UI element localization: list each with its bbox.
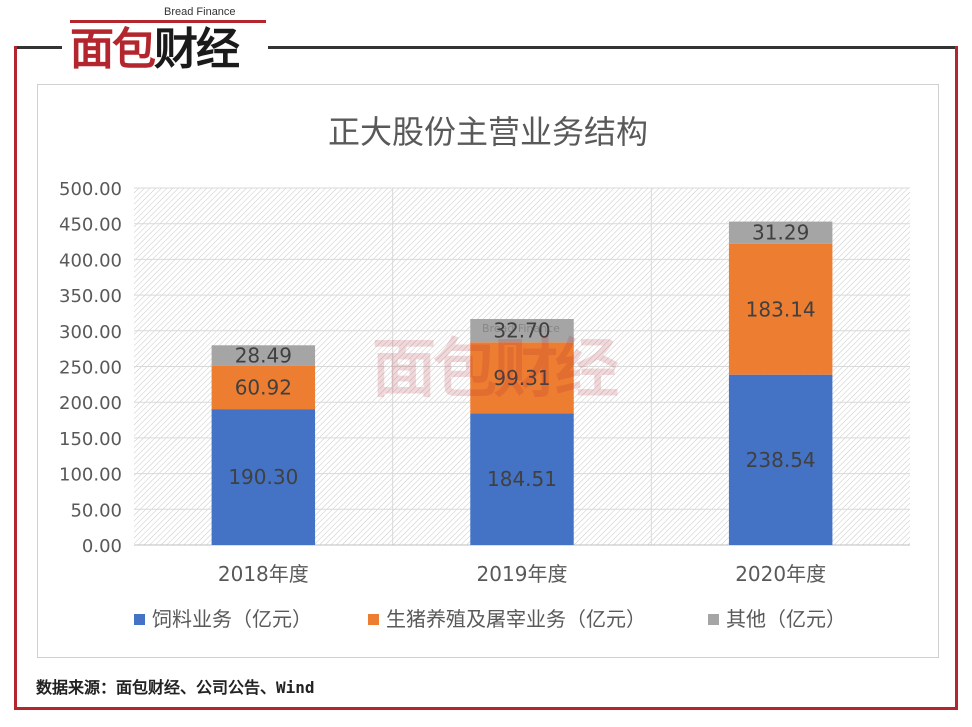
logo-text-part1: 面包 bbox=[70, 24, 156, 75]
bar-segment bbox=[470, 342, 574, 414]
bar-segment bbox=[728, 221, 833, 244]
y-tick-label: 50.00 bbox=[70, 500, 122, 521]
y-tick-label: 500.00 bbox=[59, 179, 122, 200]
chart-title: 正大股份主营业务结构 bbox=[328, 113, 648, 151]
logo-subtitle: Bread Finance bbox=[164, 6, 236, 18]
legend-swatch bbox=[134, 614, 145, 625]
y-tick-label: 100.00 bbox=[59, 465, 122, 486]
stacked-bar-chart: 正大股份主营业务结构 0.00 50.00 100.00 150.00 200.00 25… bbox=[59, 113, 910, 631]
logo-text-part2: 财经 bbox=[154, 24, 240, 75]
x-axis: 2018年度 2019年度 2020年度 bbox=[218, 562, 826, 586]
y-tick-label: 350.00 bbox=[59, 286, 122, 307]
data-label: 99.31 bbox=[493, 366, 550, 390]
y-tick-label: 200.00 bbox=[59, 393, 122, 414]
frame-top-line bbox=[14, 46, 958, 49]
data-label: 28.49 bbox=[235, 343, 292, 367]
bar-series: 190.30 60.92 28.49 184.51 99.31 32.70 238.54 18… bbox=[211, 221, 833, 545]
legend-label: 其他（亿元） bbox=[726, 607, 846, 631]
legend-label: 生猪养殖及屠宰业务（亿元） bbox=[386, 607, 646, 631]
y-axis: 0.00 50.00 100.00 150.00 200.00 250.00 300.00 3… bbox=[59, 179, 122, 557]
y-tick-label: 150.00 bbox=[59, 429, 122, 450]
logo-accent-bar bbox=[70, 20, 266, 23]
logo-wordmark: 面包财经 bbox=[70, 24, 240, 75]
legend: 饲料业务（亿元） 生猪养殖及屠宰业务（亿元） 其他（亿元） bbox=[134, 607, 846, 631]
x-tick-label: 2020年度 bbox=[735, 562, 826, 586]
bar-segment bbox=[211, 345, 316, 366]
data-label: 31.29 bbox=[752, 221, 809, 245]
data-label: 238.54 bbox=[746, 448, 816, 472]
y-tick-label: 250.00 bbox=[59, 358, 122, 379]
y-tick-label: 0.00 bbox=[82, 536, 122, 557]
x-tick-label: 2019年度 bbox=[477, 562, 568, 586]
data-label: 32.70 bbox=[493, 319, 550, 343]
bar-segment bbox=[470, 319, 574, 343]
data-label: 183.14 bbox=[746, 297, 816, 321]
chart-container: 正大股份主营业务结构 0.00 50.00 100.00 150.00 200.00 25… bbox=[37, 84, 939, 658]
bar-segment bbox=[211, 365, 316, 410]
legend-label: 饲料业务（亿元） bbox=[152, 607, 312, 631]
legend-swatch bbox=[708, 614, 719, 625]
frame-left-line bbox=[14, 46, 17, 710]
frame-right-line bbox=[955, 46, 958, 710]
legend-swatch bbox=[368, 614, 379, 625]
y-tick-label: 400.00 bbox=[59, 250, 122, 271]
data-label: 190.30 bbox=[228, 465, 298, 489]
y-tick-label: 300.00 bbox=[59, 322, 122, 343]
y-tick-label: 450.00 bbox=[59, 215, 122, 236]
bar-segment bbox=[728, 374, 833, 545]
data-label: 60.92 bbox=[235, 375, 292, 399]
source-note: 数据来源：面包财经、公司公告、Wind bbox=[36, 678, 315, 697]
bar-segment bbox=[211, 409, 316, 545]
data-label: 184.51 bbox=[487, 467, 557, 491]
bar-segment bbox=[470, 413, 574, 545]
bar-segment bbox=[728, 243, 833, 375]
brand-logo bbox=[62, 6, 268, 78]
x-tick-label: 2018年度 bbox=[218, 562, 309, 586]
frame-bottom-line bbox=[14, 707, 958, 710]
